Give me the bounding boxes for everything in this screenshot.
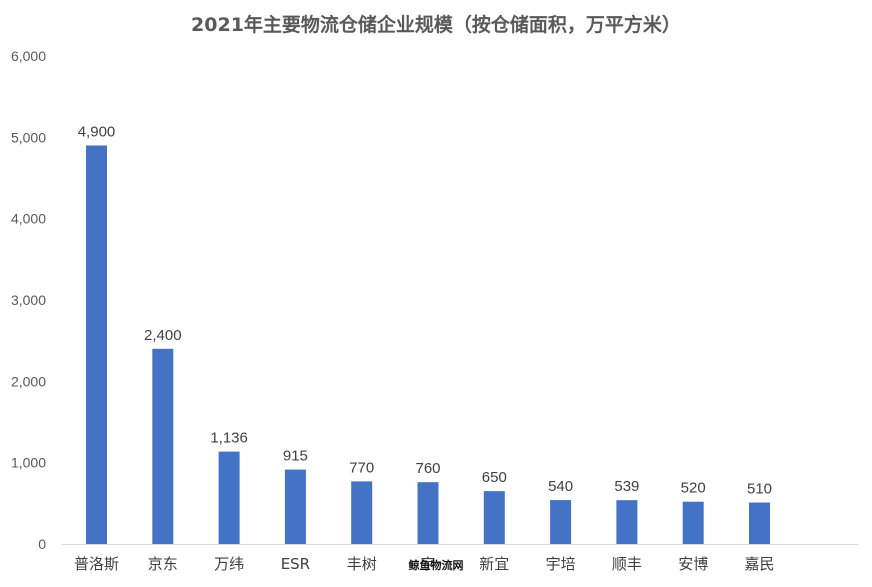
x-tick-label: 丰树 — [347, 555, 377, 573]
bar — [284, 469, 306, 544]
data-labels: 4,900 2,400 1,136 915 770 760 650 540 539 520 510 — [78, 123, 772, 497]
data-label: 540 — [548, 478, 573, 495]
bar — [86, 145, 107, 544]
y-tick-label: 1,000 — [11, 455, 46, 471]
x-tick-label: 普洛斯 — [74, 555, 119, 573]
data-label: 1,136 — [210, 430, 248, 447]
bar — [417, 482, 439, 544]
data-label: 2,400 — [144, 327, 182, 344]
data-label: 539 — [614, 478, 639, 495]
x-tick-label: 宇 — [420, 555, 435, 573]
data-label: 760 — [415, 460, 440, 477]
bar — [152, 348, 174, 544]
y-tick-label: 3,000 — [11, 292, 46, 308]
y-tick-label: 5,000 — [11, 129, 46, 145]
x-tick-label: 顺丰 — [612, 555, 642, 573]
bar — [682, 501, 704, 544]
chart-title: 2021年主要物流仓储企业规模（按仓储面积，万平方米） — [191, 13, 681, 36]
x-tick-label: 万纬 — [214, 555, 244, 573]
y-tick-label: 2,000 — [11, 373, 46, 389]
bar — [483, 491, 505, 544]
bar — [616, 500, 638, 544]
data-label: 650 — [482, 469, 507, 486]
data-label: 510 — [747, 481, 772, 498]
y-tick-label: 6,000 — [11, 48, 46, 64]
x-tick-label: 安博 — [678, 555, 708, 573]
data-label: 915 — [283, 448, 308, 465]
y-tick-label: 0 — [38, 536, 46, 552]
data-label: 4,900 — [78, 123, 116, 140]
data-label: 520 — [681, 480, 706, 497]
bar — [351, 481, 373, 544]
x-tick-label: ESR — [281, 555, 310, 573]
y-axis: 0 1,000 2,000 3,000 4,000 5,000 6,000 — [11, 48, 46, 552]
data-label: 770 — [349, 459, 374, 476]
x-axis: 普洛斯 京东 万纬 ESR 丰树 宇 新宜 宇培 顺丰 安博 嘉民 — [74, 555, 775, 573]
bar — [550, 500, 572, 544]
x-tick-label: 新宜 — [479, 555, 509, 573]
y-tick-label: 4,000 — [11, 211, 46, 227]
bars — [86, 145, 770, 544]
x-tick-label: 嘉民 — [744, 555, 774, 573]
bar — [218, 451, 240, 544]
bar — [749, 502, 770, 544]
x-tick-label: 宇培 — [546, 555, 576, 573]
watermark-text: 鲸鱼物流网 — [409, 558, 464, 572]
x-tick-label: 京东 — [148, 555, 178, 573]
